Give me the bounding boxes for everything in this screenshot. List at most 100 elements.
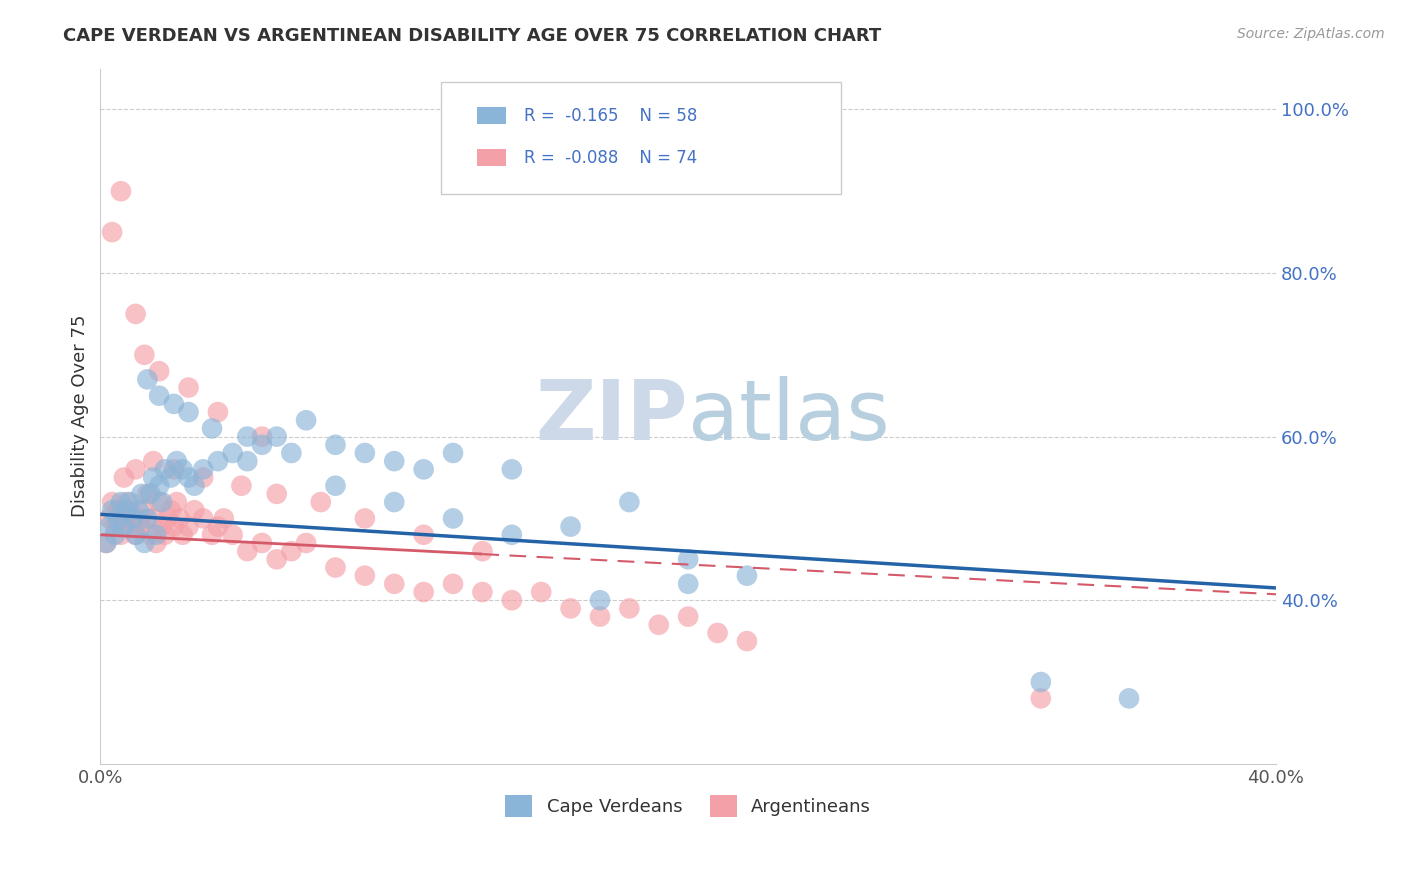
Point	[177, 405, 200, 419]
Point	[589, 593, 612, 607]
Point	[136, 511, 159, 525]
Point	[131, 487, 153, 501]
Point	[163, 519, 186, 533]
Point	[98, 519, 121, 533]
Point	[177, 519, 200, 533]
Point	[96, 536, 118, 550]
Point	[121, 519, 143, 533]
Point	[124, 307, 146, 321]
Point	[110, 495, 132, 509]
Point	[96, 536, 118, 550]
Point	[101, 225, 124, 239]
Legend: Cape Verdeans, Argentineans: Cape Verdeans, Argentineans	[498, 788, 879, 824]
Point	[131, 519, 153, 533]
FancyBboxPatch shape	[441, 82, 841, 194]
Point	[295, 536, 318, 550]
Point	[172, 462, 194, 476]
Point	[325, 479, 347, 493]
Point	[231, 479, 253, 493]
Point	[148, 364, 170, 378]
Point	[236, 454, 259, 468]
Point	[648, 617, 671, 632]
Point	[236, 429, 259, 443]
Point	[501, 462, 523, 476]
Point	[250, 429, 273, 443]
Point	[153, 462, 176, 476]
Bar	[477, 107, 506, 125]
Point	[134, 503, 156, 517]
Point	[236, 544, 259, 558]
Point	[589, 609, 612, 624]
Text: R =  -0.165    N = 58: R = -0.165 N = 58	[523, 107, 697, 125]
Point	[471, 585, 494, 599]
Point	[139, 487, 162, 501]
Point	[110, 184, 132, 198]
Point	[207, 454, 229, 468]
Text: ZIP: ZIP	[536, 376, 688, 457]
Point	[530, 585, 553, 599]
Point	[153, 528, 176, 542]
Text: atlas: atlas	[688, 376, 890, 457]
Point	[354, 568, 377, 582]
Point	[207, 519, 229, 533]
Point	[412, 462, 434, 476]
Point	[309, 495, 332, 509]
Point	[676, 577, 699, 591]
Point	[221, 528, 243, 542]
Point	[412, 585, 434, 599]
Point	[128, 503, 150, 517]
Point	[382, 454, 405, 468]
Point	[160, 503, 183, 517]
Point	[136, 372, 159, 386]
Point	[128, 511, 150, 525]
Point	[177, 470, 200, 484]
Point	[441, 577, 464, 591]
Point	[735, 634, 758, 648]
Point	[110, 528, 132, 542]
Point	[735, 568, 758, 582]
Point	[560, 601, 582, 615]
Point	[382, 495, 405, 509]
Point	[112, 519, 135, 533]
Point	[619, 495, 641, 509]
Point	[156, 511, 179, 525]
Point	[354, 446, 377, 460]
Point	[121, 511, 143, 525]
Point	[266, 429, 288, 443]
Text: CAPE VERDEAN VS ARGENTINEAN DISABILITY AGE OVER 75 CORRELATION CHART: CAPE VERDEAN VS ARGENTINEAN DISABILITY A…	[63, 27, 882, 45]
Point	[706, 626, 728, 640]
Point	[172, 528, 194, 542]
Text: R =  -0.088    N = 74: R = -0.088 N = 74	[523, 149, 697, 167]
Point	[1029, 691, 1052, 706]
Point	[101, 503, 124, 517]
Point	[124, 462, 146, 476]
Point	[1118, 691, 1140, 706]
Point	[183, 503, 205, 517]
Y-axis label: Disability Age Over 75: Disability Age Over 75	[72, 315, 89, 517]
Point	[207, 405, 229, 419]
Bar	[477, 149, 506, 166]
Point	[325, 438, 347, 452]
Point	[160, 470, 183, 484]
Point	[676, 609, 699, 624]
Point	[112, 470, 135, 484]
Point	[148, 389, 170, 403]
Point	[142, 511, 165, 525]
Point	[104, 528, 127, 542]
Point	[136, 487, 159, 501]
Point	[134, 348, 156, 362]
Point	[266, 487, 288, 501]
Point	[619, 601, 641, 615]
Point	[266, 552, 288, 566]
Point	[354, 511, 377, 525]
Point	[295, 413, 318, 427]
Point	[280, 446, 302, 460]
Point	[115, 495, 138, 509]
Point	[150, 495, 173, 509]
Point	[201, 421, 224, 435]
Point	[1029, 675, 1052, 690]
Point	[107, 511, 129, 525]
Point	[112, 511, 135, 525]
Point	[250, 438, 273, 452]
Point	[193, 470, 215, 484]
